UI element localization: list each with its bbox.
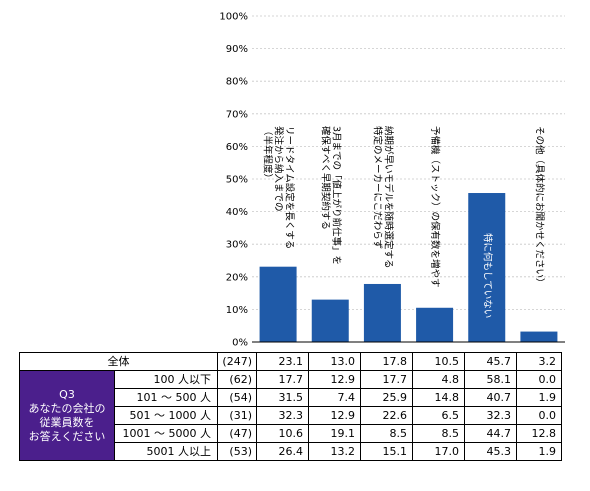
row-n: (62) (217, 370, 257, 389)
question-label-line: あなたの会社の (28, 401, 106, 415)
table-cell: 12.9 (308, 370, 361, 389)
table-row: 1001 ～ 5000 人 (47) 10.6 19.1 8.5 8.5 44.7 12.8 (20, 424, 562, 443)
bar-label-line: 納期が早いモデルを随時選定する (382, 126, 394, 269)
y-tick-label: 80% (226, 77, 248, 88)
row-n: (247) (217, 352, 257, 371)
table-cell: 3.2 (516, 352, 562, 371)
table-cell: 45.3 (464, 442, 517, 461)
bar-label-line: 3月までの「値上がり前仕事」を (330, 126, 342, 265)
table-row-total: 全体 (247) 23.1 13.0 17.8 10.5 45.7 3.2 (19, 352, 562, 371)
y-tick-label: 40% (226, 207, 248, 218)
bar-chart: 0% 10% 20% 30% 40% 50% 60% 70% 80% 90% 100% リードタイム… (219, 12, 565, 349)
bar-label-line: 発注から納入までの (273, 126, 285, 212)
y-tick-label: 20% (226, 272, 248, 283)
bar (520, 331, 558, 342)
table-cell: 25.9 (360, 388, 413, 407)
table-cell: 19.1 (308, 424, 361, 443)
bar-label-line: （半年程度） (262, 126, 274, 183)
bar-label-line: 確保すべく早期契約する (319, 126, 331, 230)
row-n: (54) (217, 388, 257, 407)
table-cell: 1.9 (516, 388, 562, 407)
bar-label-line: 特に何もしていない (481, 233, 493, 318)
y-tick-label: 30% (226, 240, 248, 251)
row-label: 501 ～ 1000 人 (114, 406, 218, 425)
crosstab-table: 全体 (247) 23.1 13.0 17.8 10.5 45.7 3.2 Q3 あなたの会社の従… (19, 352, 562, 461)
table-cell: 10.6 (256, 424, 309, 443)
question-label: Q3 あなたの会社の 従業員数を お答えください (19, 370, 115, 461)
y-tick-label: 90% (226, 44, 248, 55)
row-n: (53) (217, 442, 257, 461)
y-tick-label: 50% (226, 175, 248, 186)
table-cell: 12.8 (516, 424, 562, 443)
y-tick-label: 100% (219, 12, 248, 23)
table-cell: 15.1 (360, 442, 413, 461)
y-axis-ticks: 0% 10% 20% 30% 40% 50% 60% 70% 80% 90% 100% (219, 12, 248, 349)
row-label: 1001 ～ 5000 人 (114, 424, 218, 443)
table-row: 5001 人以上 (53) 26.4 13.2 15.1 17.0 45.3 1.9 (20, 442, 562, 461)
bar (416, 307, 454, 342)
table-cell: 58.1 (464, 370, 517, 389)
table-cell: 12.9 (308, 406, 361, 425)
row-label: 100 人以下 (114, 370, 218, 389)
y-tick-label: 10% (226, 305, 248, 316)
chart-bars (259, 193, 558, 342)
table-cell: 8.5 (360, 424, 413, 443)
row-label: 全体 (19, 352, 218, 371)
table-cell: 17.8 (360, 352, 413, 371)
row-n: (31) (217, 406, 257, 425)
bar-category-label: 特に何もしていない (481, 233, 493, 318)
table-cell: 6.5 (412, 406, 465, 425)
row-n: (47) (217, 424, 257, 443)
table-cell: 4.8 (412, 370, 465, 389)
bar-label-line: 予備機（ストック）の保有数を増やす (429, 126, 441, 288)
table-cell: 13.2 (308, 442, 361, 461)
bar (259, 266, 297, 342)
bar-label-line: リードタイム設定を長くする (284, 126, 296, 249)
table-cell: 10.5 (412, 352, 465, 371)
bar (363, 283, 401, 342)
table-cell: 32.3 (256, 406, 309, 425)
table-cell: 17.7 (360, 370, 413, 389)
y-tick-label: 0% (232, 338, 248, 349)
table-cell: 32.3 (464, 406, 517, 425)
table-cell: 45.7 (464, 352, 517, 371)
row-label: 5001 人以上 (114, 442, 218, 461)
question-label-line: Q3 (59, 387, 75, 401)
table-cell: 14.8 (412, 388, 465, 407)
table-cell: 44.7 (464, 424, 517, 443)
bar-label-line: その他（具体的にお聞かせください） (533, 126, 545, 288)
table-cell: 31.5 (256, 388, 309, 407)
table-cell: 26.4 (256, 442, 309, 461)
bar (311, 299, 349, 342)
crosstab-body: 全体 (247) 23.1 13.0 17.8 10.5 45.7 3.2 Q3 あなたの会社の従… (19, 352, 562, 461)
bar-category-label: 予備機（ストック）の保有数を増やす (429, 126, 441, 288)
table-cell: 0.0 (516, 406, 562, 425)
question-label-line: お答えください (28, 429, 106, 443)
table-cell: 17.7 (256, 370, 309, 389)
row-label: 101 ～ 500 人 (114, 388, 218, 407)
bar-label-line: 特定のメーカーにこだわらず (371, 126, 383, 249)
table-row: Q3 あなたの会社の 従業員数を お答えください 100 人以下 (62) 17.7 12.9… (19, 370, 562, 461)
table-cell: 1.9 (516, 442, 562, 461)
chart-grid (252, 15, 565, 343)
bar (468, 193, 506, 342)
table-cell: 8.5 (412, 424, 465, 443)
table-row: 101 ～ 500 人 (54) 31.5 7.4 25.9 14.8 40.7 1.9 (20, 388, 562, 407)
question-label-line: 従業員数を (39, 415, 95, 429)
table-cell: 40.7 (464, 388, 517, 407)
y-tick-label: 60% (226, 142, 248, 153)
table-cell: 7.4 (308, 388, 361, 407)
bar-category-label: その他（具体的にお聞かせください） (533, 126, 545, 288)
table-cell: 0.0 (516, 370, 562, 389)
table-cell: 23.1 (256, 352, 309, 371)
y-tick-label: 70% (226, 109, 248, 120)
table-cell: 22.6 (360, 406, 413, 425)
table-cell: 17.0 (412, 442, 465, 461)
table-cell: 13.0 (308, 352, 361, 371)
